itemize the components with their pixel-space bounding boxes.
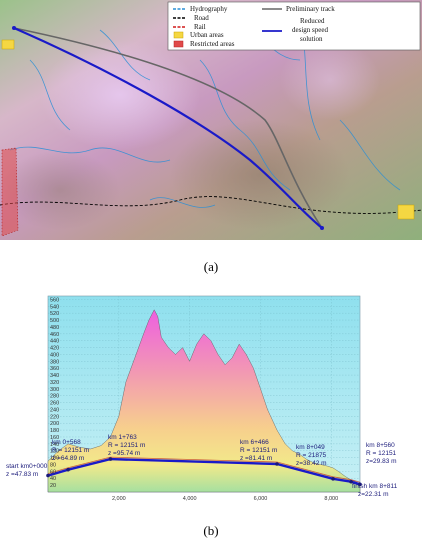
y-tick-label: 460 [50,332,59,338]
x-tick-label: 4,000 [183,496,197,502]
grade-vertex [358,482,362,487]
y-tick-label: 80 [50,462,56,468]
y-tick-label: 320 [50,380,59,386]
y-tick-label: 20 [50,483,56,489]
preliminary-track [13,27,323,229]
caption-a: (a) [203,259,219,274]
svg-text:km 6+466: km 6+466 [240,439,269,446]
svg-text:km 0+568: km 0+568 [52,439,81,446]
x-tick-label: 8,000 [324,496,338,502]
y-tick-label: 560 [50,297,59,303]
y-tick-label: 180 [50,428,59,434]
legend-hydrography: Hydrography [190,5,228,13]
y-tick-label: 340 [50,373,59,379]
svg-text:R = 21875: R = 21875 [296,452,327,459]
legend-rail: Rail [194,23,206,31]
svg-text:start km0+000: start km0+000 [6,463,48,470]
svg-text:R = 12151: R = 12151 [366,450,397,457]
y-tick-label: 40 [50,476,56,482]
annotation-km-8-560: km 8+560 R = 12151 z=29.83 m [366,442,397,465]
x-axis-ticks: 2,000 4,000 6,000 8,000 [112,496,338,502]
grade-vertex [275,462,279,466]
grade-vertices [46,457,362,487]
y-tick-label: 500 [50,318,59,324]
annotation-km-8-049: km 8+049 R = 21875 z=38.42 m [296,444,327,467]
svg-text:finish km 8+811: finish km 8+811 [352,483,398,490]
legend-urban: Urban areas [190,31,224,39]
y-tick-label: 480 [50,325,59,331]
legend-restricted: Restricted areas [190,40,235,48]
y-tick-label: 260 [50,401,59,407]
hydrography-lines [9,19,401,208]
svg-text:z=38.42 m: z=38.42 m [296,460,327,467]
annotation-km-0-568: km 0+568 R = 12151 m z =64.89 m [52,439,89,462]
reduced-design-speed-track [13,26,323,229]
svg-text:R = 12151 m: R = 12151 m [108,442,145,449]
urban-area [1,39,415,220]
grade-vertex [349,479,353,484]
y-tick-label: 160 [50,435,59,441]
track-start-marker [12,26,16,30]
grade-vertex [108,457,113,461]
svg-text:z =81.41 m: z =81.41 m [240,455,272,462]
grade-vertex [66,467,70,472]
annotation-km-1-763: km 1+763 R = 12151 m z =95.74 m [108,434,145,457]
caption-b: (b) [203,523,219,538]
x-tick-label: 6,000 [254,496,268,502]
road-line [0,196,422,214]
legend-reduced-3: solution [300,35,323,43]
track-end-marker [320,226,324,230]
y-tick-label: 420 [50,346,59,352]
grade-line-edge [47,456,361,483]
y-tick-label: 540 [50,304,59,310]
route-map: Hydrography Road Rail Urban areas Restri… [0,0,422,240]
y-tick-label: 200 [50,421,59,427]
svg-text:z =95.74 m: z =95.74 m [108,450,140,457]
y-tick-label: 60 [50,469,56,475]
y-tick-label: 220 [50,414,59,420]
y-tick-label: 520 [50,311,59,317]
y-tick-label: 300 [50,387,59,393]
svg-text:km 1+763: km 1+763 [108,434,137,441]
y-tick-label: 380 [50,359,59,365]
y-tick-label: 140 [50,442,59,448]
legend-preliminary: Preliminary track [286,5,335,13]
svg-text:z=22.31 m: z=22.31 m [358,491,389,498]
y-tick-label: 120 [50,449,59,455]
map-legend: Hydrography Road Rail Urban areas Restri… [167,1,421,51]
y-tick-label: 360 [50,366,59,372]
longitudinal-profile-chart: 5605405205004804604404204003803603403203… [6,295,398,502]
y-tick-label: 240 [50,407,59,413]
y-tick-label: 280 [50,394,59,400]
svg-text:km 8+560: km 8+560 [366,442,395,449]
terrain-area [47,309,361,493]
y-tick-label: 440 [50,339,59,345]
annotation-start: start km0+000 z =47.83 m [6,463,48,478]
svg-text:z=29.83 m: z=29.83 m [366,458,397,465]
y-axis-ticks: 5605405205004804604404204003803603403203… [50,297,59,489]
svg-text:km 8+049: km 8+049 [296,444,325,451]
legend-road: Road [194,14,209,22]
svg-text:R = 12151 m: R = 12151 m [52,447,89,454]
x-tick-label: 2,000 [112,496,126,502]
annotation-finish: finish km 8+811 z=22.31 m [352,483,398,498]
svg-text:R = 12151 m: R = 12151 m [240,447,277,454]
y-tick-label: 400 [50,352,59,358]
legend-reduced-1: Reduced [300,17,325,25]
annotation-km-6-466: km 6+466 R = 12151 m z =81.41 m [240,439,277,462]
grade-vertex [331,476,335,481]
svg-text:z =64.89 m: z =64.89 m [52,455,84,462]
grade-vertex [46,473,50,478]
restricted-area [1,147,19,237]
legend-reduced-2: design speed [292,26,328,34]
svg-text:z =47.83 m: z =47.83 m [6,471,38,478]
y-tick-label: 100 [50,456,59,462]
